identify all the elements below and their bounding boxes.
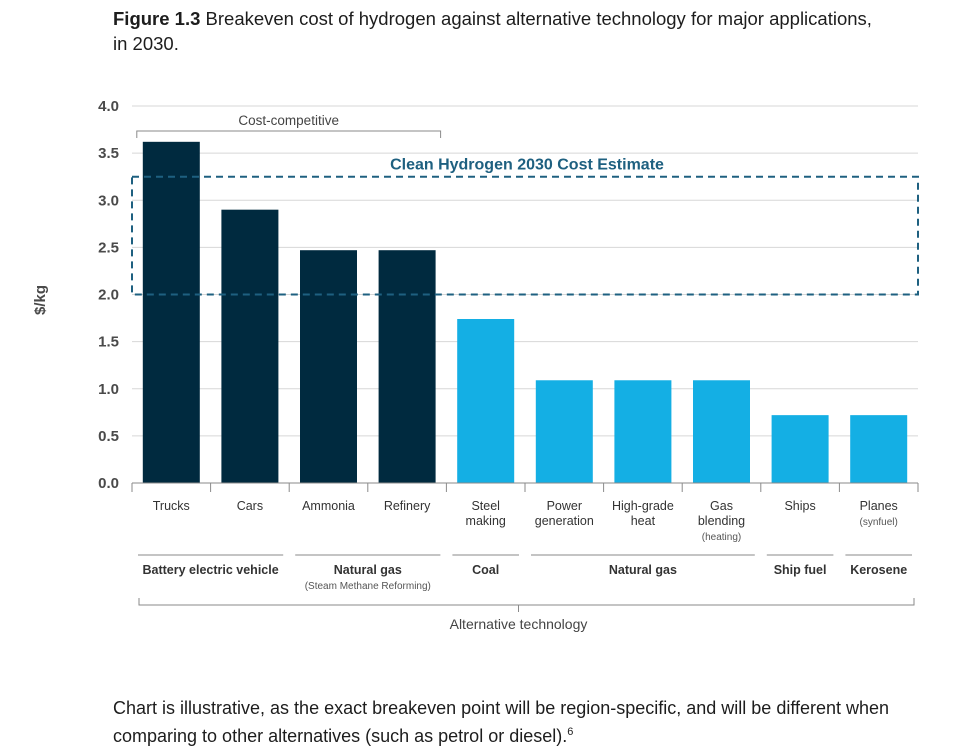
category-label: Planes [860,499,898,513]
cost-competitive-bracket: Cost-competitive [136,113,442,138]
category-label: Refinery [384,499,431,513]
category-label: Gas [710,499,733,513]
category-label: blending [698,514,745,528]
group-label: Ship fuel [774,563,827,577]
figure-title: Figure 1.3 Breakeven cost of hydrogen ag… [113,6,873,56]
estimate-band-box [131,175,919,296]
bar [535,380,593,483]
y-tick-label: 2.0 [98,287,119,304]
y-tick-label: 1.0 [98,381,119,398]
cost-competitive-label: Cost-competitive [238,113,339,128]
y-axis-ticks: 0.0 0.5 1.0 1.5 2.0 2.5 3.0 3.5 4.0 [98,98,119,492]
bar [614,380,672,483]
y-tick-label: 0.5 [98,428,119,445]
category-sublabel: (heating) [702,532,741,543]
category-label: generation [535,514,594,528]
group-sublabel: (Steam Methane Reforming) [305,581,431,592]
bar [457,319,515,483]
category-label: High-grade [612,499,674,513]
y-tick-label: 0.0 [98,475,119,492]
estimate-band-label: Clean Hydrogen 2030 Cost Estimate [390,157,664,174]
category-label: Ammonia [302,499,355,513]
group-label: Natural gas [334,563,402,577]
y-tick-label: 3.5 [98,145,119,162]
bar [142,141,200,483]
y-tick-label: 3.0 [98,192,119,209]
y-tick-label: 1.5 [98,334,119,351]
group-label: Kerosene [850,563,907,577]
category-label: Steel [471,499,500,513]
figure-title-text: Breakeven cost of hydrogen against alter… [113,8,872,54]
category-label: making [466,514,506,528]
cost-estimate-band: Clean Hydrogen 2030 Cost Estimate [131,157,919,296]
bar [693,380,750,483]
y-tick-label: 4.0 [98,98,119,115]
category-label: Cars [237,499,263,513]
alternative-groups: Battery electric vehicle Natural gas (Stea… [138,554,912,592]
x-axis-label: Alternative technology [450,616,588,632]
bar [221,209,279,484]
bar [378,250,436,483]
category-label: Power [547,499,582,513]
group-label: Coal [472,563,499,577]
category-sublabel: (synfuel) [860,517,898,528]
bar [300,250,357,483]
footnote-ref: 6 [567,726,574,738]
figure-number: Figure 1.3 [113,8,201,29]
bar [771,415,829,483]
footnote: Chart is illustrative, as the exact brea… [113,696,893,748]
category-label: Ships [784,499,815,513]
y-axis-label: $/kg [32,285,49,315]
bracket-line [136,130,442,138]
group-label: Battery electric vehicle [142,563,278,577]
chart: 0.0 0.5 1.0 1.5 2.0 2.5 3.0 3.5 4.0 $/kg Clean H… [32,98,919,632]
x-bracket-line [138,598,915,612]
y-tick-label: 2.5 [98,239,119,256]
category-label: heat [631,514,656,528]
bars [131,141,919,492]
bar [850,415,908,483]
alternative-technology-bracket [138,598,915,612]
footnote-text: Chart is illustrative, as the exact brea… [113,698,890,746]
group-label: Natural gas [609,563,677,577]
category-label: Trucks [153,499,190,513]
